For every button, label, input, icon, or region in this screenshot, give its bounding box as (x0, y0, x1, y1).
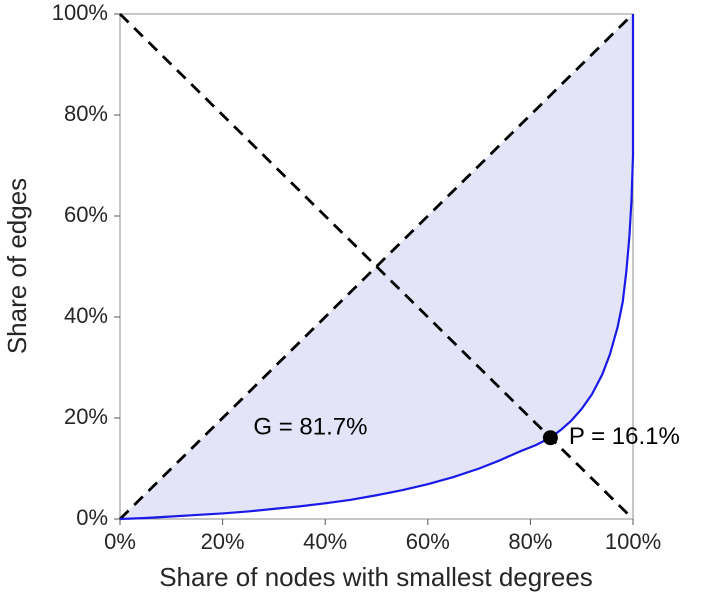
x-tick-label: 80% (508, 529, 552, 554)
x-axis-label: Share of nodes with smallest degrees (159, 562, 593, 592)
p-annotation: P = 16.1% (569, 423, 680, 450)
y-tick-label: 60% (64, 202, 108, 227)
x-tick-label: 0% (104, 529, 136, 554)
y-tick-label: 0% (76, 505, 108, 530)
x-tick-label: 60% (406, 529, 450, 554)
plot-border (119, 13, 634, 520)
crossing-point-marker (542, 430, 558, 446)
x-tick-label: 40% (303, 529, 347, 554)
chart-generated-layer: 0% 20% 40% 60% 80% 100% 0% 20% 40% 60% 80% 100% (52, 0, 661, 554)
x-tick-label: 100% (605, 529, 661, 554)
y-axis-label: Share of edges (2, 178, 32, 354)
y-tick-label: 40% (64, 303, 108, 328)
lorenz-curve (119, 14, 635, 521)
y-tick-label: 100% (52, 0, 108, 25)
gini-annotation: G = 81.7% (253, 413, 367, 440)
y-tick-label: 20% (64, 404, 108, 429)
x-tick-label: 20% (201, 529, 245, 554)
gini-area-fill (120, 14, 633, 519)
y-tick-label: 80% (64, 101, 108, 126)
